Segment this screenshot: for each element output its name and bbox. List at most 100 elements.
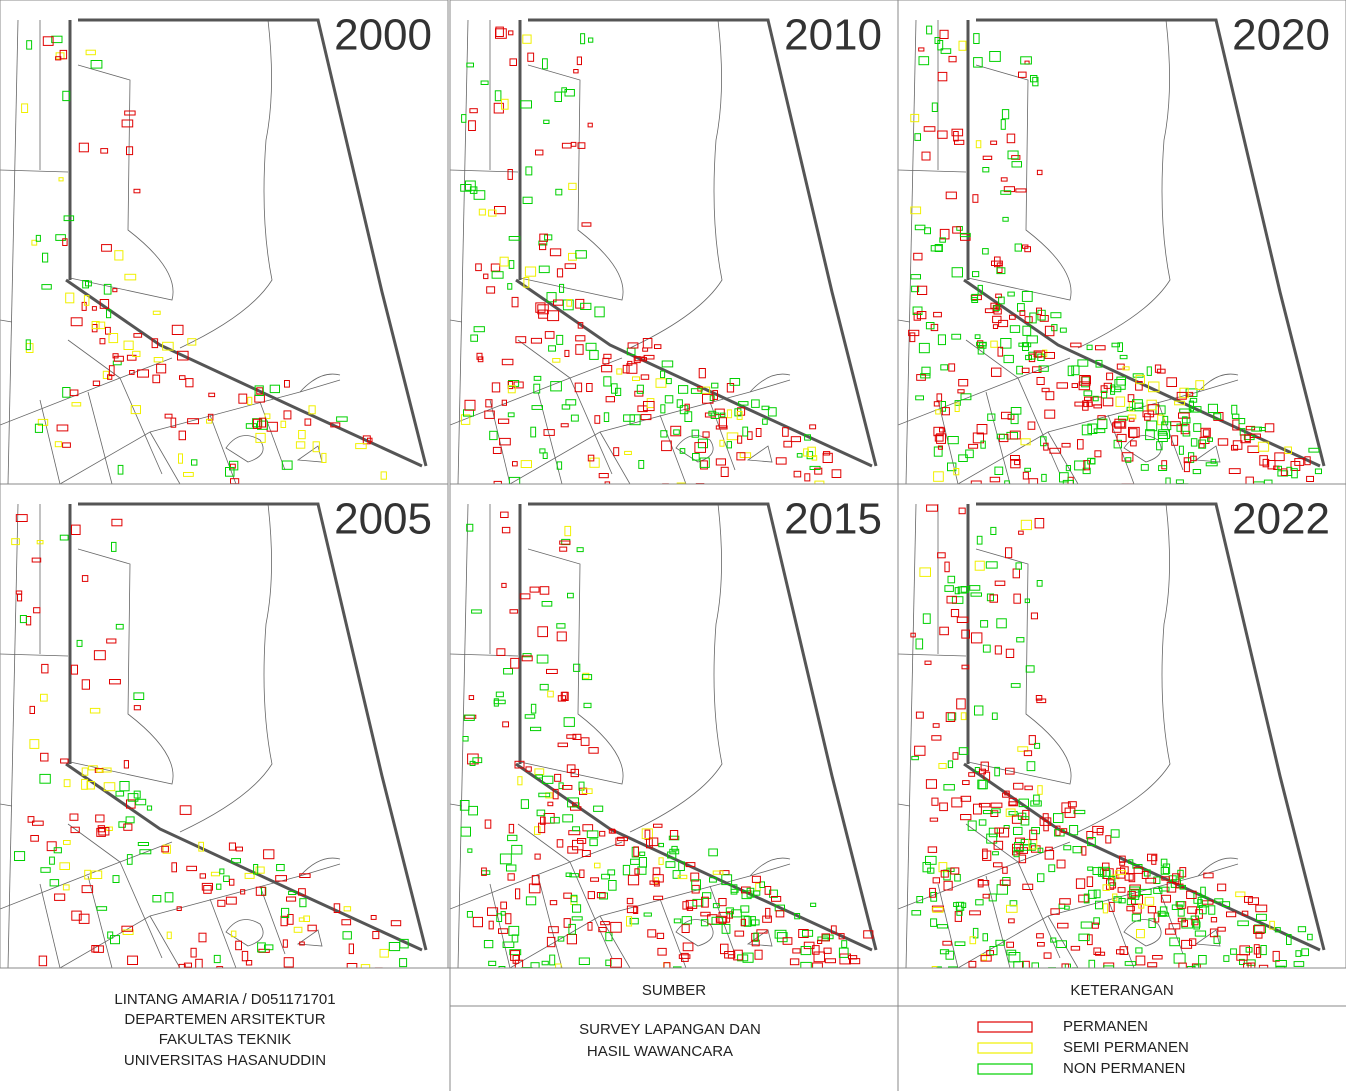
- building: [1097, 866, 1110, 877]
- building: [765, 907, 771, 919]
- road-line: [7, 19, 19, 484]
- building: [1030, 800, 1042, 807]
- building: [587, 122, 593, 128]
- building: [63, 840, 71, 845]
- building: [581, 788, 593, 794]
- building: [124, 110, 136, 116]
- building: [91, 321, 100, 330]
- building: [630, 858, 640, 865]
- building: [789, 958, 800, 966]
- building: [269, 384, 281, 394]
- building: [712, 870, 724, 875]
- building: [951, 128, 964, 137]
- building: [556, 334, 564, 345]
- building: [1160, 858, 1168, 867]
- building: [958, 507, 966, 515]
- building: [299, 873, 311, 878]
- building: [1004, 480, 1010, 484]
- building: [948, 966, 958, 968]
- building: [1231, 404, 1238, 415]
- building: [1045, 391, 1055, 401]
- building: [1059, 898, 1071, 905]
- building: [719, 439, 725, 447]
- building: [556, 461, 563, 470]
- building: [601, 365, 613, 373]
- building: [1214, 898, 1224, 903]
- building: [21, 103, 29, 114]
- building: [934, 244, 943, 252]
- road-line: [67, 339, 121, 379]
- building: [847, 987, 852, 994]
- building: [379, 948, 389, 958]
- building: [256, 387, 264, 395]
- building: [700, 386, 711, 394]
- building: [961, 664, 970, 670]
- building: [576, 547, 584, 553]
- building: [598, 473, 609, 479]
- building: [1010, 407, 1022, 415]
- building: [845, 988, 853, 996]
- road-line: [39, 883, 61, 968]
- building: [944, 561, 950, 573]
- building: [1260, 945, 1267, 956]
- building: [702, 393, 714, 404]
- building: [1166, 377, 1177, 387]
- building: [225, 896, 237, 905]
- building: [994, 580, 1006, 586]
- building: [1018, 854, 1027, 864]
- main-road: [976, 18, 1326, 467]
- building: [664, 395, 674, 404]
- building: [1035, 695, 1043, 701]
- building: [1254, 924, 1267, 934]
- building: [548, 926, 559, 934]
- building: [808, 487, 817, 493]
- building: [1110, 829, 1120, 838]
- building: [831, 469, 842, 478]
- building: [1010, 413, 1019, 425]
- building: [958, 747, 969, 755]
- building: [975, 140, 982, 149]
- building: [1012, 847, 1021, 856]
- building: [992, 324, 999, 330]
- building: [943, 784, 955, 791]
- legend-label: NON PERMANEN: [1063, 1060, 1186, 1077]
- road-line: [0, 357, 173, 426]
- building: [715, 915, 728, 923]
- building: [113, 355, 124, 362]
- road-line: [1047, 431, 1079, 484]
- road-line: [898, 803, 911, 807]
- building: [672, 870, 681, 879]
- building: [941, 407, 950, 416]
- building: [245, 960, 253, 966]
- building: [575, 335, 586, 342]
- building: [207, 413, 214, 421]
- building: [587, 922, 593, 931]
- building: [939, 427, 945, 433]
- building: [750, 916, 756, 927]
- building: [484, 410, 495, 419]
- building: [546, 668, 558, 674]
- building: [257, 420, 268, 430]
- building: [483, 273, 489, 280]
- building: [976, 535, 983, 545]
- road-line: [225, 919, 264, 947]
- building: [287, 914, 294, 925]
- building: [1258, 964, 1269, 968]
- building: [1088, 889, 1097, 899]
- building: [266, 421, 278, 432]
- building: [1247, 445, 1260, 454]
- building: [1181, 918, 1193, 929]
- building: [1050, 937, 1057, 943]
- building: [1006, 904, 1018, 913]
- building: [1111, 874, 1120, 880]
- building: [1113, 421, 1126, 428]
- author-line: FAKULTAS TEKNIK: [159, 1031, 292, 1048]
- building: [995, 939, 1005, 946]
- building: [969, 910, 981, 916]
- building: [507, 169, 513, 180]
- building: [1021, 291, 1033, 302]
- building: [330, 422, 341, 428]
- building: [970, 592, 982, 597]
- building: [530, 726, 542, 732]
- building: [62, 884, 70, 891]
